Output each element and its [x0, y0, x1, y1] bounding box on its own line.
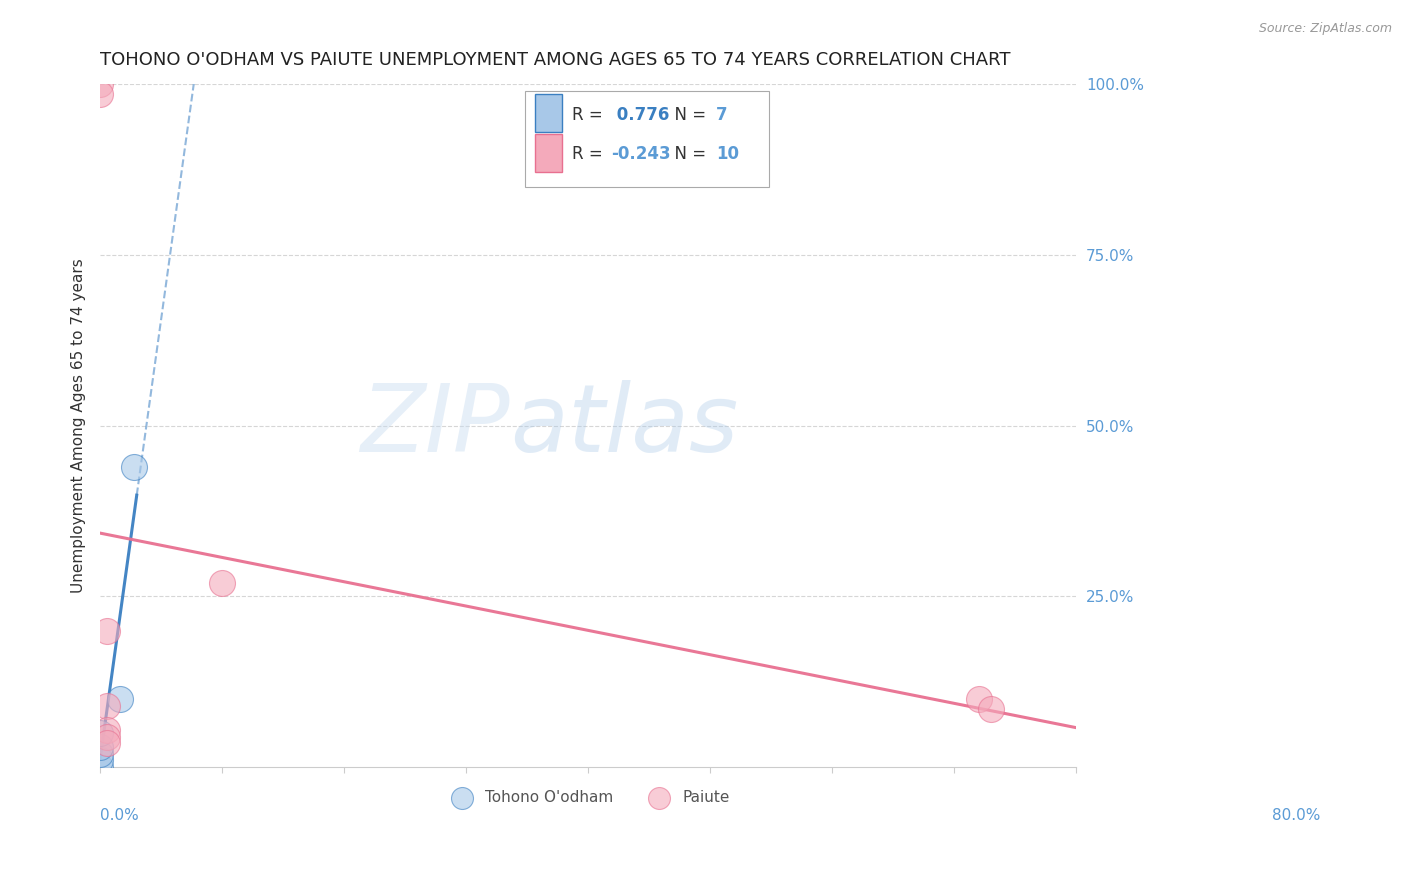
- Text: -0.243: -0.243: [610, 145, 671, 163]
- Text: 7: 7: [716, 106, 728, 124]
- Point: [89, 77, 111, 91]
- Point: [89, 726, 111, 740]
- Text: 0.776: 0.776: [610, 106, 669, 124]
- FancyBboxPatch shape: [534, 134, 562, 171]
- Text: Source: ZipAtlas.com: Source: ZipAtlas.com: [1258, 22, 1392, 36]
- Text: ZIP: ZIP: [360, 380, 510, 471]
- Text: N =: N =: [665, 145, 711, 163]
- Text: R =: R =: [572, 145, 607, 163]
- Point: [96, 723, 118, 737]
- Point: [89, 760, 111, 774]
- Text: N =: N =: [665, 106, 711, 124]
- Y-axis label: Unemployment Among Ages 65 to 74 years: Unemployment Among Ages 65 to 74 years: [72, 259, 86, 593]
- Text: 80.0%: 80.0%: [1272, 808, 1320, 823]
- Point: [96, 624, 118, 638]
- Point: [96, 736, 118, 750]
- Point: [96, 730, 118, 744]
- Text: R =: R =: [572, 106, 607, 124]
- Text: 10: 10: [716, 145, 740, 163]
- Text: 0.0%: 0.0%: [100, 808, 139, 823]
- Point: [89, 754, 111, 768]
- Point: [89, 87, 111, 102]
- FancyBboxPatch shape: [524, 91, 769, 186]
- Point: [89, 739, 111, 754]
- Point: [96, 698, 118, 713]
- Text: TOHONO O'ODHAM VS PAIUTE UNEMPLOYMENT AMONG AGES 65 TO 74 YEARS CORRELATION CHAR: TOHONO O'ODHAM VS PAIUTE UNEMPLOYMENT AM…: [100, 51, 1011, 69]
- Point: [124, 459, 146, 474]
- Point: [980, 702, 1002, 716]
- Point: [967, 692, 990, 706]
- Point: [108, 692, 131, 706]
- FancyBboxPatch shape: [534, 95, 562, 132]
- Point: [89, 747, 111, 761]
- Text: atlas: atlas: [510, 380, 738, 471]
- Point: [211, 575, 233, 590]
- Legend: Tohono O'odham, Paiute: Tohono O'odham, Paiute: [441, 784, 735, 811]
